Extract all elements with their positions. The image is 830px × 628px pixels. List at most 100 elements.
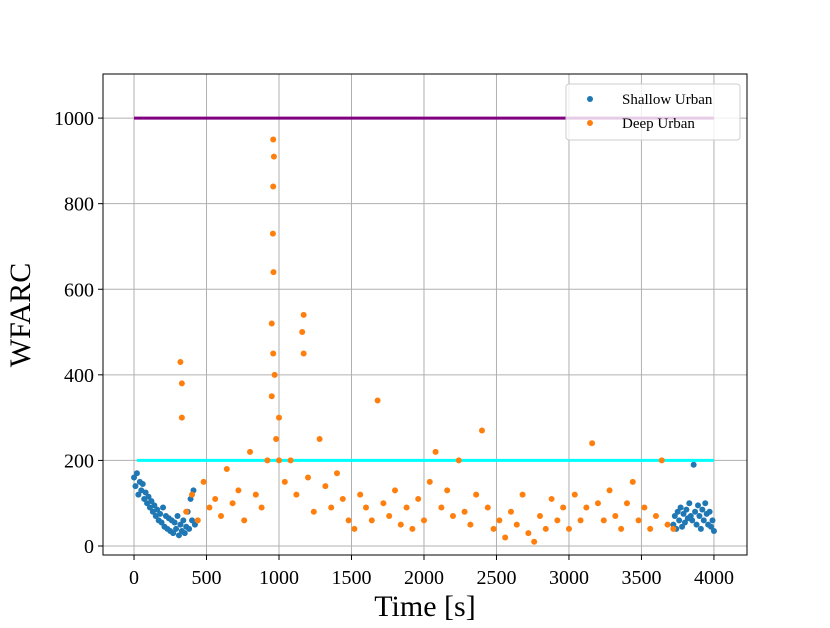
point <box>635 517 642 524</box>
point <box>696 513 703 520</box>
point <box>157 510 164 517</box>
x-axis-label: Time [s] <box>374 590 475 623</box>
point <box>641 504 648 511</box>
point <box>177 359 184 366</box>
point <box>692 508 699 515</box>
point <box>507 508 514 515</box>
point <box>438 504 445 511</box>
point <box>171 519 178 526</box>
point <box>368 517 375 524</box>
point <box>629 478 636 485</box>
point <box>426 478 433 485</box>
point <box>697 525 704 532</box>
point <box>158 519 165 526</box>
point <box>310 508 317 515</box>
x-tick-label: 500 <box>192 567 222 589</box>
point <box>683 506 690 513</box>
point <box>681 519 688 526</box>
point <box>316 436 323 443</box>
point <box>270 153 277 160</box>
point <box>189 517 196 524</box>
y-axis-label: WFARC <box>4 263 37 367</box>
point <box>270 183 277 190</box>
point <box>478 427 485 434</box>
legend-marker <box>587 120 593 126</box>
point <box>490 525 497 532</box>
point <box>151 502 158 509</box>
point <box>212 495 219 502</box>
point <box>710 528 717 535</box>
point <box>467 521 474 528</box>
point <box>565 525 572 532</box>
point <box>181 530 188 537</box>
point <box>305 474 312 481</box>
point <box>177 521 184 528</box>
point <box>496 517 503 524</box>
point <box>560 504 567 511</box>
point <box>229 500 236 507</box>
point <box>131 474 138 481</box>
point <box>174 513 181 520</box>
point <box>235 487 242 494</box>
point <box>191 521 198 528</box>
point <box>612 513 619 520</box>
point <box>686 500 693 507</box>
point <box>386 513 393 520</box>
point <box>300 350 307 357</box>
point <box>351 525 358 532</box>
point <box>525 530 532 537</box>
point <box>589 440 596 447</box>
point <box>139 480 146 487</box>
point <box>380 500 387 507</box>
point <box>502 534 509 541</box>
point <box>270 136 277 143</box>
point <box>287 457 294 464</box>
point <box>623 500 630 507</box>
point <box>271 371 278 378</box>
point <box>135 491 142 498</box>
point <box>449 513 456 520</box>
point <box>183 508 190 515</box>
point <box>444 487 451 494</box>
point <box>600 517 607 524</box>
point <box>618 525 625 532</box>
point <box>258 504 265 511</box>
point <box>357 491 364 498</box>
point <box>577 517 584 524</box>
point <box>293 491 300 498</box>
point <box>154 506 161 513</box>
legend-label: Shallow Urban <box>622 92 713 108</box>
point <box>432 448 439 455</box>
point <box>676 517 683 524</box>
point <box>679 523 686 530</box>
point <box>299 329 306 336</box>
axes-frame <box>102 73 748 556</box>
point <box>194 517 201 524</box>
point <box>694 502 701 509</box>
point <box>670 521 677 528</box>
point <box>548 495 555 502</box>
point <box>223 465 230 472</box>
point <box>674 508 681 515</box>
x-tick-label: 1000 <box>259 567 299 589</box>
point <box>403 504 410 511</box>
point <box>583 504 590 511</box>
point <box>513 521 520 528</box>
point <box>218 513 225 520</box>
y-tick-label: 0 <box>84 536 94 558</box>
point <box>241 517 248 524</box>
legend-box <box>565 83 741 141</box>
x-tick-label: 3500 <box>621 567 661 589</box>
y-tick-label: 600 <box>64 279 94 301</box>
point <box>268 393 275 400</box>
legend-label: Deep Urban <box>622 116 695 132</box>
point <box>702 500 709 507</box>
point <box>652 513 659 520</box>
x-tick-label: 4000 <box>694 567 734 589</box>
point <box>264 457 271 464</box>
point <box>328 504 335 511</box>
point <box>268 320 275 327</box>
y-tick-label: 200 <box>64 450 94 472</box>
